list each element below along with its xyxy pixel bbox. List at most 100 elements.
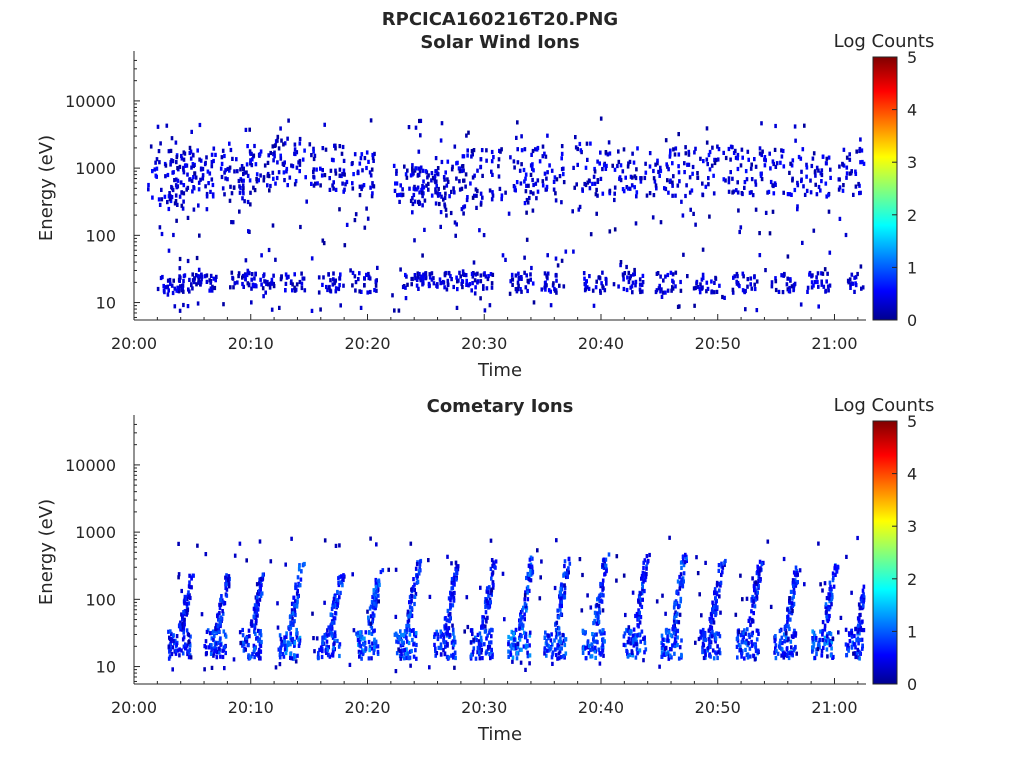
heatmap-cell bbox=[433, 174, 437, 179]
heatmap-cell bbox=[393, 188, 397, 193]
heatmap-cell bbox=[230, 191, 234, 196]
heatmap-cell bbox=[338, 543, 341, 548]
heatmap-cell bbox=[549, 303, 553, 308]
heatmap-cell bbox=[544, 630, 547, 635]
heatmap-cell bbox=[657, 286, 661, 291]
heatmap-cell bbox=[789, 617, 792, 622]
heatmap-cell bbox=[627, 625, 631, 630]
heatmap-cell bbox=[404, 172, 408, 177]
heatmap-cell bbox=[423, 198, 427, 203]
heatmap-cell bbox=[325, 632, 328, 637]
heatmap-cell bbox=[288, 626, 291, 632]
heatmap-cell bbox=[378, 582, 381, 587]
heatmap-cell bbox=[754, 590, 758, 595]
heatmap-cell bbox=[413, 587, 416, 592]
heatmap-cell bbox=[562, 653, 565, 659]
heatmap-cell bbox=[203, 162, 207, 167]
heatmap-cell bbox=[850, 631, 854, 636]
heatmap-cell bbox=[337, 582, 341, 588]
heatmap-cell bbox=[826, 654, 829, 659]
heatmap-cell bbox=[497, 157, 501, 162]
heatmap-cell bbox=[293, 285, 296, 290]
heatmap-cell bbox=[817, 541, 820, 546]
heatmap-cell bbox=[472, 148, 476, 153]
heatmap-cell bbox=[412, 192, 416, 198]
heatmap-cell bbox=[342, 168, 346, 173]
heatmap-cell bbox=[298, 641, 301, 646]
heatmap-cell bbox=[660, 633, 664, 638]
heatmap-cell bbox=[341, 172, 344, 177]
heatmap-cell bbox=[219, 602, 223, 607]
heatmap-cell bbox=[381, 568, 385, 573]
heatmap-cell bbox=[563, 583, 566, 588]
heatmap-cell bbox=[334, 611, 337, 616]
heatmap-cell bbox=[686, 274, 689, 279]
heatmap-cell bbox=[443, 195, 447, 200]
heatmap-cell bbox=[204, 639, 208, 644]
heatmap-cell bbox=[292, 656, 295, 661]
heatmap-cell bbox=[484, 651, 488, 656]
heatmap-cell bbox=[633, 637, 636, 642]
axes: 20:00 20:10 20:20 20:30 20:40 20:50 21:0010100… bbox=[65, 415, 866, 717]
heatmap-cell bbox=[291, 282, 294, 287]
heatmap-cell bbox=[171, 159, 175, 164]
heatmap-cell bbox=[414, 276, 417, 281]
heatmap-cell bbox=[472, 637, 475, 642]
heatmap-cell bbox=[452, 595, 456, 601]
heatmap-cell bbox=[724, 558, 727, 564]
heatmap-cell bbox=[490, 588, 494, 593]
heatmap-cell bbox=[853, 651, 857, 656]
heatmap-cell bbox=[859, 160, 862, 165]
heatmap-cell bbox=[456, 160, 459, 165]
heatmap-cell bbox=[780, 273, 783, 278]
heatmap-cell bbox=[543, 281, 547, 286]
heatmap-cell bbox=[358, 184, 362, 189]
heatmap-cell bbox=[269, 559, 273, 564]
heatmap-cell bbox=[424, 271, 427, 276]
heatmap-cell bbox=[168, 197, 172, 202]
heatmap-cell bbox=[260, 591, 264, 596]
heatmap-cell bbox=[608, 188, 612, 193]
heatmap-cell bbox=[220, 161, 224, 166]
heatmap-cell bbox=[185, 643, 189, 648]
heatmap-cell bbox=[479, 296, 482, 301]
heatmap-cell bbox=[212, 651, 216, 656]
heatmap-cell bbox=[561, 632, 564, 638]
heatmap-cell bbox=[648, 164, 652, 169]
heatmap-cell bbox=[751, 630, 754, 635]
heatmap-cell bbox=[696, 571, 700, 576]
heatmap-cell bbox=[766, 539, 770, 544]
heatmap-cell bbox=[351, 161, 354, 166]
heatmap-cell bbox=[394, 181, 397, 186]
heatmap-cell bbox=[613, 197, 616, 203]
heatmap-cell bbox=[608, 191, 612, 196]
heatmap-cell bbox=[773, 639, 777, 644]
heatmap-cell bbox=[642, 565, 645, 570]
heatmap-cell bbox=[685, 183, 688, 188]
heatmap-cell bbox=[215, 641, 218, 646]
heatmap-cell bbox=[581, 650, 585, 655]
heatmap-cell bbox=[554, 627, 558, 633]
heatmap-cell bbox=[489, 640, 493, 645]
heatmap-cell bbox=[515, 180, 519, 185]
heatmap-cell bbox=[476, 632, 480, 637]
heatmap-cell bbox=[536, 178, 540, 183]
heatmap-cell bbox=[587, 643, 591, 648]
heatmap-cell bbox=[192, 163, 195, 169]
heatmap-cell bbox=[449, 604, 452, 609]
heatmap-cell bbox=[682, 571, 686, 576]
heatmap-cell bbox=[192, 207, 196, 212]
heatmap-cell bbox=[613, 191, 616, 196]
heatmap-cell bbox=[456, 279, 459, 284]
heatmap-cell bbox=[627, 636, 631, 641]
heatmap-cell bbox=[250, 272, 254, 277]
heatmap-cell bbox=[602, 163, 606, 168]
heatmap-cell bbox=[424, 169, 428, 174]
heatmap-cell bbox=[330, 631, 334, 636]
heatmap-cell bbox=[460, 168, 464, 174]
heatmap-cell bbox=[752, 611, 755, 616]
heatmap-cell bbox=[248, 178, 252, 183]
heatmap-cell bbox=[300, 271, 303, 276]
heatmap-cell bbox=[339, 590, 342, 595]
heatmap-cell bbox=[705, 140, 709, 145]
